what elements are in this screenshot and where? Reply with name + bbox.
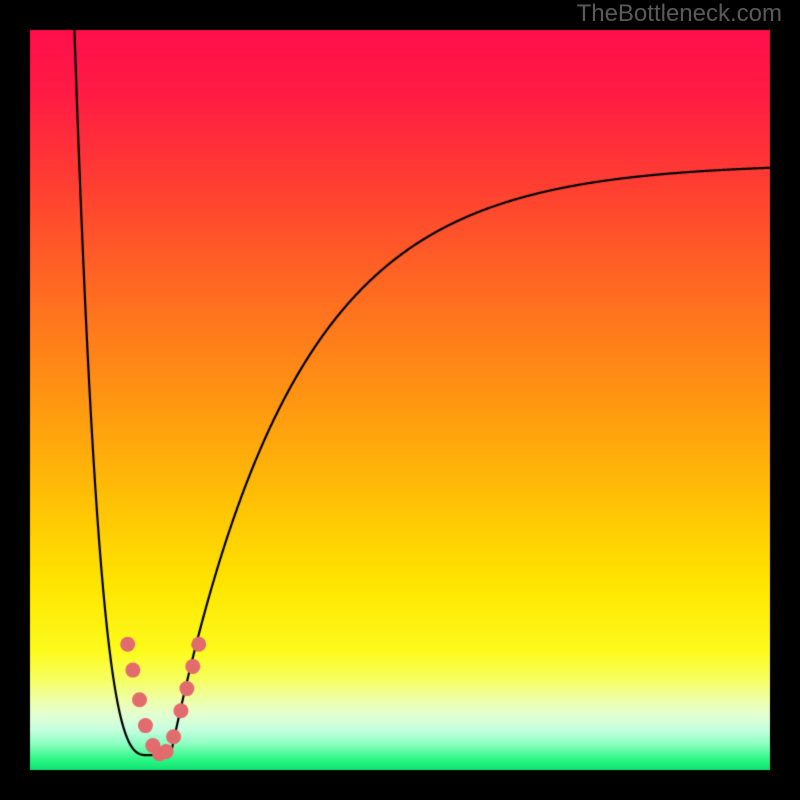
bottleneck-chart-canvas — [0, 0, 800, 800]
watermark-text: TheBottleneck.com — [577, 0, 782, 28]
chart-stage: TheBottleneck.com — [0, 0, 800, 800]
